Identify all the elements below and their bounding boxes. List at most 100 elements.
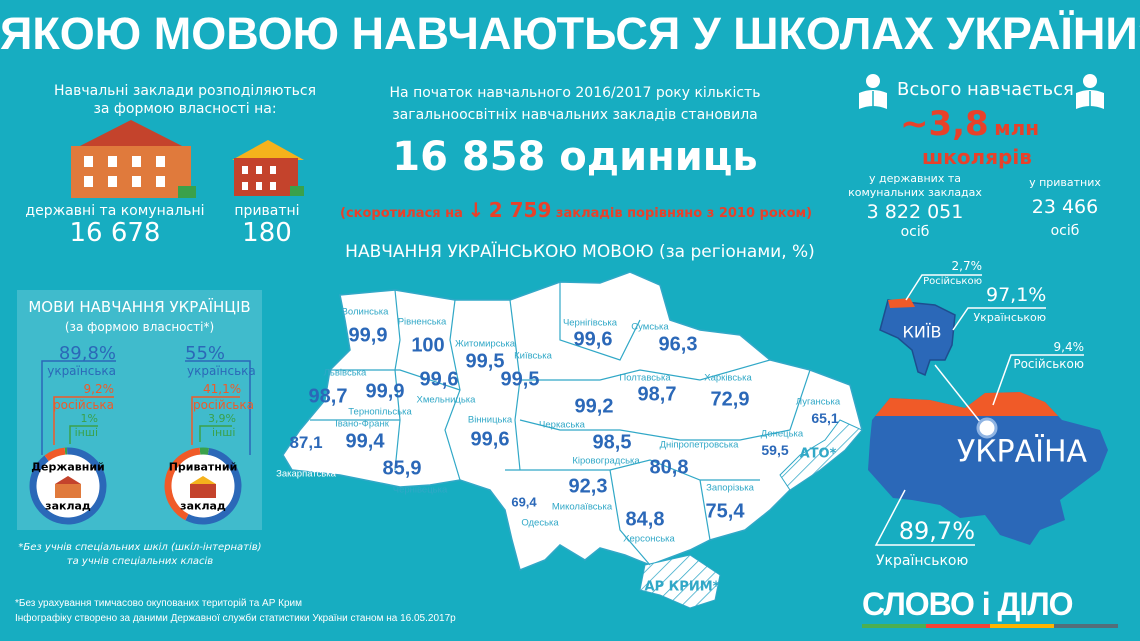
decrease-suffix: закладів порівняно з 2010 роком): [555, 206, 813, 221]
region-value: 72,9: [710, 388, 750, 411]
private-ukr-label: українська: [187, 364, 256, 378]
students-total-value: ~3,8: [900, 104, 989, 144]
region-value: 96,3: [658, 333, 698, 356]
region-value: 59,5: [761, 442, 789, 458]
region-value: 99,9: [365, 380, 405, 403]
schools-intro-line2: загальноосвітніх навчальних закладів ста…: [392, 107, 758, 123]
region-value: 75,4: [705, 500, 745, 523]
region-name: Львівська: [323, 367, 367, 379]
languages-note-line1: *Без учнів спеціальних шкіл (шкіл-інтерн…: [18, 542, 262, 553]
region-name: Тернопільська: [348, 406, 412, 418]
region-value: 99,6: [470, 428, 510, 451]
private-title1: Приватний: [168, 460, 238, 474]
region-name: Житомирська: [454, 338, 516, 350]
languages-note-line2: та учнів спеціальних класів: [66, 556, 214, 567]
public-oth-label: інші: [74, 426, 98, 439]
schools-total: 16 858 одиниць: [392, 134, 758, 180]
students-header: Всього навчається: [897, 79, 1074, 100]
private-oth-pct: 3,9%: [208, 412, 236, 425]
decrease-value: 2 759: [488, 198, 552, 222]
students-label: школярів: [922, 145, 1032, 169]
kyiv-label: КИЇВ: [902, 322, 942, 342]
region-value: 99,5: [465, 350, 505, 373]
schools-decrease: (скоротилася на ↓ 2 759 закладів порівня…: [340, 198, 813, 222]
region-name: Одеська: [521, 517, 559, 529]
languages-subheading: (за формою власності*): [64, 320, 215, 334]
region-name: Полтавська: [619, 372, 671, 384]
region-value: 99,6: [573, 328, 613, 351]
region-value: 80,8: [649, 456, 689, 479]
ato-zone: [779, 419, 863, 491]
students-public-unit: осіб: [900, 224, 930, 240]
connector-dot: [976, 417, 998, 439]
public-ukr-pct: 89,8%: [58, 343, 116, 364]
region-value: 99,2: [574, 395, 614, 418]
ato-label: АТО*: [799, 446, 837, 462]
region-name: Донецька: [760, 428, 804, 440]
logo-color-bar: [862, 624, 1122, 628]
languages-note: *Без учнів спеціальних шкіл (шкіл-інтерн…: [0, 541, 280, 569]
kyiv-ukr-label: Українською: [973, 311, 1046, 324]
ukraine-rus-pct: 9,4%: [1053, 340, 1085, 354]
private-oth-label: інші: [212, 426, 236, 439]
ownership-intro-line1: Навчальні заклади розподіляються: [53, 83, 316, 99]
region-value: 85,9: [382, 457, 422, 480]
ukraine-ukr-label: Українською: [876, 553, 969, 569]
region-name: Дніпропетровська: [659, 439, 739, 451]
students-private-unit: осіб: [1050, 223, 1080, 239]
ukraine-ukr-pct: 89,7%: [898, 517, 975, 545]
region-value: 87,1: [289, 433, 323, 452]
public-rus-label: російська: [53, 398, 114, 412]
region-name: Херсонська: [623, 533, 675, 545]
region-value: 92,3: [568, 475, 608, 498]
region-name: Луганська: [795, 396, 841, 408]
donut-segment-rus: [29, 447, 107, 525]
footer-line2: Інфографіку створено за даними Державної…: [15, 613, 456, 624]
region-name: Івано-Франк: [335, 418, 389, 430]
donut-private: [164, 447, 242, 525]
students-private: у приватних 23 466 осіб: [1010, 176, 1120, 238]
region-name: Чернівецька: [392, 484, 448, 496]
region-value: 99,5: [500, 368, 540, 391]
donut-public: [29, 447, 107, 525]
public-title1: Державний: [31, 460, 105, 474]
school-icon: [55, 476, 81, 498]
footer-notes: *Без урахування тимчасово окупованих тер…: [15, 596, 456, 626]
region-value: 84,8: [625, 508, 665, 531]
donut-segment-ukr: [164, 447, 242, 525]
schools-intro-line1: На початок навчального 2016/2017 року кі…: [389, 85, 761, 101]
region-name: Кіровоградська: [572, 455, 640, 467]
public-rus-pct: 9,2%: [83, 382, 115, 396]
ukraine-label: УКРАЇНА: [956, 434, 1088, 470]
public-school-icon: [71, 120, 196, 198]
region-name: Запорізька: [706, 482, 754, 494]
ownership-intro-line2: за формою власності на:: [93, 101, 277, 117]
crimea-label: АР КРИМ*: [644, 579, 720, 595]
students-public-value: 3 822 051: [866, 201, 964, 223]
map-heading: НАВЧАННЯ УКРАЇНСЬКОЮ МОВОЮ (за регіонами…: [345, 242, 815, 262]
kyiv-rus-pct: 2,7%: [951, 259, 983, 273]
region-value: 99,6: [419, 368, 459, 391]
region-name: Вінницька: [467, 414, 513, 426]
region-value: 65,1: [811, 410, 839, 426]
students-private-label: у приватних: [1029, 176, 1101, 189]
kyiv-ukr-pct: 97,1%: [986, 284, 1047, 306]
students-total: ~3,8 млн: [900, 104, 1039, 144]
private-ukr-pct: 55%: [185, 343, 226, 364]
public-label: державні та комунальні: [25, 203, 205, 219]
donut-segment-rus: [164, 447, 242, 525]
footer-line1: *Без урахування тимчасово окупованих тер…: [15, 598, 302, 609]
region-value: 69,4: [511, 494, 537, 510]
region-value: 98,5: [592, 431, 632, 454]
ownership-intro: Навчальні заклади розподіляються за форм…: [40, 82, 330, 118]
students-public-label1: у державних та: [869, 172, 961, 185]
region-name: Хмельницька: [416, 394, 476, 406]
languages-donuts: [29, 360, 251, 525]
region-name: Закарпатська: [276, 468, 336, 480]
schools-intro: На початок навчального 2016/2017 року кі…: [345, 82, 805, 126]
region-value: 98,7: [637, 383, 677, 406]
region-value: 98,7: [308, 385, 348, 408]
languages-heading: МОВИ НАВЧАННЯ УКРАЇНЦІВ: [28, 298, 251, 316]
donut-segment-ukr: [29, 447, 107, 525]
